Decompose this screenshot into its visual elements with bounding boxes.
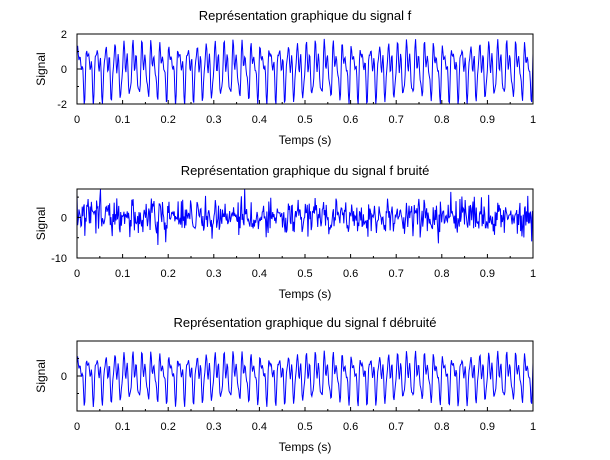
x-axis-label: Temps (s) xyxy=(279,287,332,301)
y-axis-label: Signal xyxy=(34,52,48,85)
x-tick-label: 0.7 xyxy=(389,114,404,126)
x-tick-label: 0 xyxy=(74,268,80,280)
x-tick-label: 0.4 xyxy=(252,114,267,126)
x-tick-label: 0.2 xyxy=(161,268,176,280)
y-tick-label: 0 xyxy=(61,64,67,76)
y-tick-label: 2 xyxy=(61,29,67,41)
x-tick-label: 0.2 xyxy=(161,114,176,126)
chart-title: Représentation graphique du signal f déb… xyxy=(173,315,436,330)
x-tick-label: 0.5 xyxy=(297,268,312,280)
x-tick-label: 1 xyxy=(530,268,536,280)
x-tick-label: 0.3 xyxy=(206,421,221,433)
x-tick-label: 0.7 xyxy=(389,268,404,280)
chart-panel-3: Représentation graphique du signal f déb… xyxy=(34,315,536,454)
x-tick-label: 0.2 xyxy=(161,421,176,433)
y-tick-label: -2 xyxy=(57,99,67,111)
y-tick-label: 0 xyxy=(61,212,67,224)
x-tick-label: 0.9 xyxy=(480,114,495,126)
x-tick-label: 0.3 xyxy=(206,268,221,280)
x-tick-label: 1 xyxy=(530,421,536,433)
x-tick-label: 0.5 xyxy=(297,114,312,126)
chart-title: Représentation graphique du signal f bru… xyxy=(181,163,430,178)
y-tick-label: 0 xyxy=(61,371,67,383)
x-tick-label: 1 xyxy=(530,114,536,126)
chart-panel-2: Représentation graphique du signal f bru… xyxy=(34,163,536,301)
chart-panel-1: Représentation graphique du signal f 0 0.1… xyxy=(34,8,536,147)
series-line xyxy=(77,350,533,408)
x-tick-label: 0 xyxy=(74,421,80,433)
x-tick-label: 0 xyxy=(74,114,80,126)
x-tick-label: 0.8 xyxy=(434,114,449,126)
x-tick-label: 0.9 xyxy=(480,421,495,433)
x-tick-label: 0.4 xyxy=(252,421,267,433)
x-tick-label: 0.1 xyxy=(115,421,130,433)
x-tick-label: 0.8 xyxy=(434,421,449,433)
y-axis-label: Signal xyxy=(34,207,48,240)
x-tick-label: 0.1 xyxy=(115,268,130,280)
x-tick-label: 0.6 xyxy=(343,421,358,433)
x-tick-label: 0.7 xyxy=(389,421,404,433)
x-tick-label: 0.6 xyxy=(343,114,358,126)
x-axis-label: Temps (s) xyxy=(279,133,332,147)
y-tick-label: -10 xyxy=(51,253,67,265)
series-line xyxy=(77,38,533,104)
x-tick-label: 0.8 xyxy=(434,268,449,280)
chart-title: Représentation graphique du signal f xyxy=(199,8,412,23)
y-axis-label: Signal xyxy=(34,359,48,392)
x-tick-label: 0.4 xyxy=(252,268,267,280)
x-axis-label: Temps (s) xyxy=(279,440,332,454)
x-tick-label: 0.5 xyxy=(297,421,312,433)
x-tick-label: 0.3 xyxy=(206,114,221,126)
x-tick-label: 0.6 xyxy=(343,268,358,280)
x-tick-label: 0.1 xyxy=(115,114,130,126)
x-tick-label: 0.9 xyxy=(480,268,495,280)
series-line xyxy=(77,189,533,245)
